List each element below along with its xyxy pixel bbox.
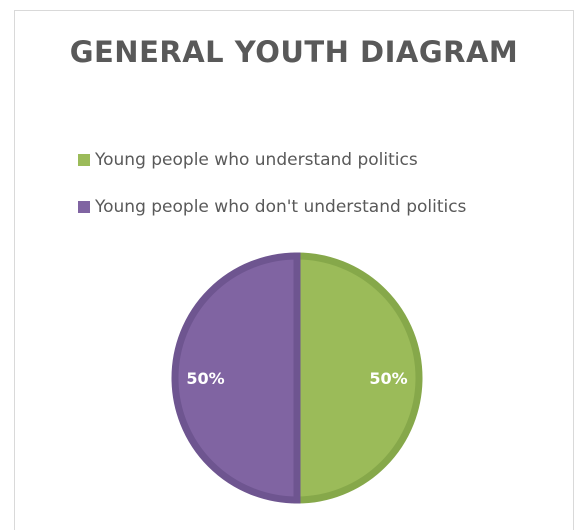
legend-item-dont-understand: Young people who don't understand politi… xyxy=(78,195,466,219)
legend-swatch-dont-understand xyxy=(78,201,90,213)
chart-title-text: GENERAL YOUTH DIAGRAM xyxy=(69,35,519,69)
slice-understand xyxy=(293,252,423,504)
legend-label-understand: Young people who understand politics xyxy=(95,150,418,170)
legend-label-dont-understand: Young people who don't understand politi… xyxy=(95,197,467,217)
slice-dont-understand xyxy=(171,252,301,504)
chart-title: GENERAL YOUTH DIAGRAM xyxy=(14,30,574,74)
chart-frame xyxy=(14,10,574,530)
slice-dont-understand-label: 50% xyxy=(186,369,224,388)
chart-legend: Young people who understand politics You… xyxy=(78,148,466,242)
legend-swatch-understand xyxy=(78,154,90,166)
legend-item-understand: Young people who understand politics xyxy=(78,148,466,172)
slice-understand-label: 50% xyxy=(369,369,407,388)
